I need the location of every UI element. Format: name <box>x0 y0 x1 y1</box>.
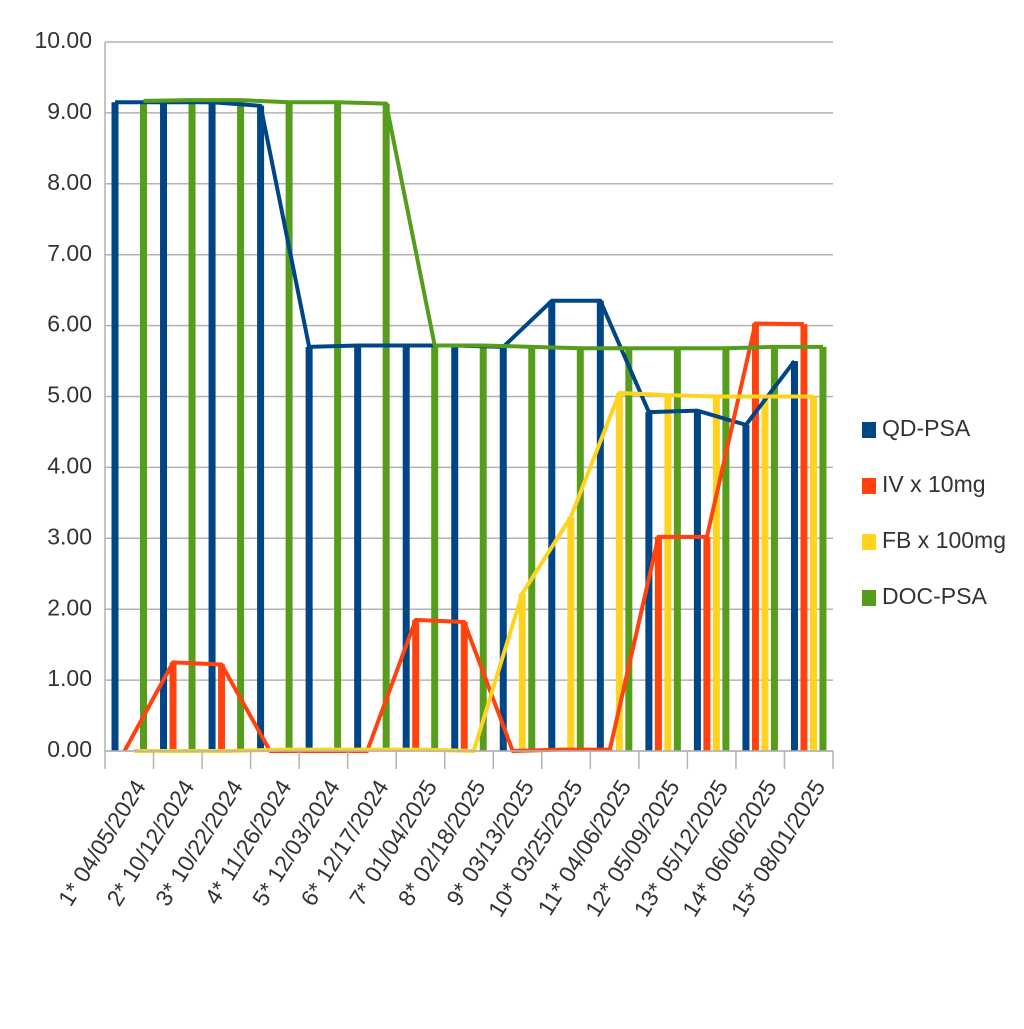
legend-label: IV x 10mg <box>882 471 986 497</box>
bar <box>208 102 216 751</box>
y-tick-label: 4.00 <box>47 452 92 478</box>
y-tick-label: 10.00 <box>34 27 92 53</box>
bar <box>664 395 672 751</box>
bar <box>382 103 390 752</box>
bar <box>402 345 410 751</box>
bar <box>499 346 507 751</box>
series-line <box>134 390 814 753</box>
y-tick-label: 2.00 <box>47 594 92 620</box>
bar <box>451 345 459 751</box>
bar <box>567 517 575 751</box>
legend-label: FB x 100mg <box>882 527 1006 553</box>
y-tick-label: 7.00 <box>47 240 92 266</box>
bar <box>431 345 439 751</box>
bar <box>809 396 817 751</box>
y-tick-label: 0.00 <box>47 736 92 762</box>
bar <box>654 536 662 751</box>
bar <box>761 396 769 751</box>
bar <box>800 324 808 751</box>
legend-label: DOC-PSA <box>882 583 987 609</box>
bar <box>673 348 681 751</box>
bar <box>111 102 119 751</box>
bar <box>518 593 526 751</box>
bar <box>819 346 827 751</box>
y-tick-label: 9.00 <box>47 98 92 124</box>
y-tick-label: 8.00 <box>47 169 92 195</box>
bar <box>693 410 701 751</box>
bar <box>218 664 226 751</box>
bar <box>160 102 168 751</box>
bar <box>479 345 487 751</box>
y-tick-label: 3.00 <box>47 523 92 549</box>
bar <box>548 300 556 751</box>
legend-swatch <box>862 590 876 606</box>
series-line <box>143 98 823 351</box>
legend-swatch <box>862 422 876 438</box>
grid <box>105 41 833 752</box>
axes: 0.00 1.00 2.00 3.00 4.00 5.00 6.00 7.00 8.00 9.00… <box>34 27 1006 921</box>
bar <box>334 102 342 751</box>
bar <box>576 348 584 751</box>
bar <box>790 361 798 751</box>
legend-swatch <box>862 478 876 494</box>
bar <box>460 621 468 751</box>
bar <box>285 102 293 751</box>
bar <box>712 396 720 751</box>
bar <box>742 424 750 751</box>
bar <box>615 392 623 751</box>
legend-swatch <box>862 534 876 550</box>
bar <box>169 662 177 751</box>
bar <box>354 345 362 751</box>
bar <box>140 100 147 752</box>
bar <box>751 323 759 751</box>
bars <box>111 100 827 752</box>
bar <box>305 346 313 751</box>
bar <box>625 348 633 751</box>
bar <box>528 346 536 751</box>
bar <box>257 105 265 751</box>
legend-label: QD-PSA <box>882 415 971 441</box>
y-tick-label: 5.00 <box>47 382 92 408</box>
y-tick-label: 6.00 <box>47 311 92 337</box>
bar <box>722 348 730 751</box>
bar <box>703 536 711 751</box>
bar <box>770 346 778 751</box>
y-tick-label: 1.00 <box>47 665 92 691</box>
bar <box>237 100 245 751</box>
bar <box>188 100 196 751</box>
series-line <box>122 321 804 753</box>
bar <box>412 619 420 751</box>
bar <box>596 300 604 751</box>
